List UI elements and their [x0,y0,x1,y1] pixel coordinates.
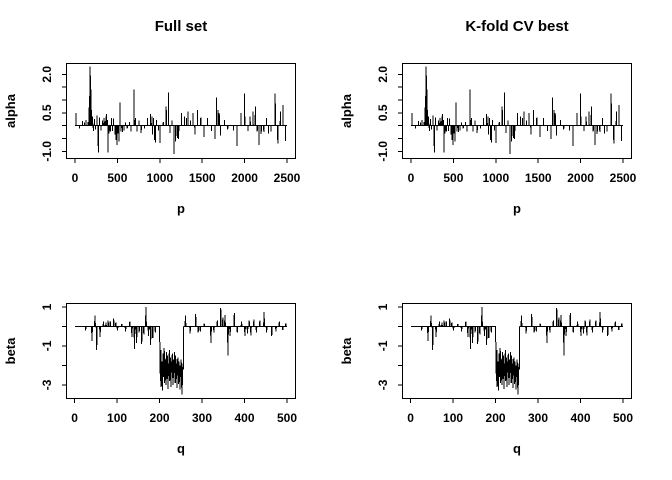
x-axis-label: p [513,201,521,216]
x-tick-label: 0 [71,411,78,425]
y-tick-label: 1 [376,303,390,310]
y-tick-label: 2.0 [376,66,390,83]
x-tick-label: 500 [443,171,463,185]
plot-border [66,303,296,399]
x-tick-label: 2500 [274,171,301,185]
x-tick-label: 1000 [482,171,509,185]
series-path-beta [411,306,623,395]
x-tick-label: 300 [528,411,548,425]
panel-alpha-kfold: 0 500 1000 1500 2000 2500 -1.0 0.5 2.0 p alpha K-fo… [336,0,672,240]
y-tick-label: 2.0 [40,66,54,83]
x-tick-label: 0 [72,171,79,185]
x-tick-label: 400 [571,411,591,425]
series-path-alpha [75,66,288,154]
plot-border [402,303,632,399]
y-tick-label: 0.5 [376,104,390,121]
x-tick-label: 100 [443,411,463,425]
series-path-alpha [411,66,624,154]
x-tick-label: 0 [407,411,414,425]
x-axis-label: q [513,441,521,456]
plot-border [66,63,296,159]
y-axis-label: beta [3,337,18,365]
x-axis-label: q [177,441,185,456]
x-tick-label: 1500 [189,171,216,185]
plot-beta-full-set: 0 100 200 300 400 500 -3 -1 1 q beta [3,303,297,456]
x-axis-label: p [177,201,185,216]
plot-title: K-fold CV best [465,18,568,35]
x-tick-label: 500 [107,171,127,185]
x-tick-label: 500 [613,411,633,425]
y-tick-label: 1 [40,303,54,310]
x-tick-label: 1000 [146,171,173,185]
series-path-beta [75,306,287,395]
x-tick-label: 200 [486,411,506,425]
x-tick-label: 2000 [231,171,258,185]
plot-border [402,63,632,159]
x-tick-label: 2000 [567,171,594,185]
y-tick-label: -1.0 [40,141,54,162]
y-axis-label: beta [339,337,354,365]
plot-title: Full set [155,18,208,35]
y-axis-label: alpha [339,93,354,128]
x-tick-label: 2500 [610,171,637,185]
panel-beta-full-set: 0 100 200 300 400 500 -3 -1 1 q beta [0,240,336,480]
x-tick-label: 400 [235,411,255,425]
y-tick-label: -3 [376,379,390,390]
plot-beta-kfold: 0 100 200 300 400 500 -3 -1 1 q beta [339,303,633,456]
x-tick-label: 500 [277,411,297,425]
y-axis-label: alpha [3,93,18,128]
y-tick-label: -1 [376,340,390,351]
panel-alpha-full-set: 0 500 1000 1500 2000 2500 -1.0 0.5 2.0 p alpha Full… [0,0,336,240]
x-tick-label: 200 [150,411,170,425]
x-tick-label: 300 [192,411,212,425]
panel-beta-kfold: 0 100 200 300 400 500 -3 -1 1 q beta [336,240,672,480]
y-tick-label: -3 [40,379,54,390]
y-tick-label: -1 [40,340,54,351]
x-tick-label: 100 [107,411,127,425]
plot-alpha-full-set: 0 500 1000 1500 2000 2500 -1.0 0.5 2.0 p alpha Full… [3,18,301,216]
x-tick-label: 1500 [525,171,552,185]
y-tick-label: -1.0 [376,141,390,162]
plot-alpha-kfold: 0 500 1000 1500 2000 2500 -1.0 0.5 2.0 p alpha K-fo… [339,18,637,216]
y-tick-label: 0.5 [40,104,54,121]
x-tick-label: 0 [408,171,415,185]
